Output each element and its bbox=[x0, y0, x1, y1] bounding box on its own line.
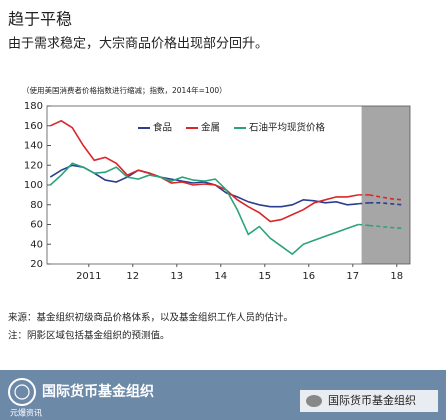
y-tick-label: 80 bbox=[30, 200, 43, 211]
y-tick-label: 40 bbox=[30, 239, 43, 250]
legend-label: 金属 bbox=[201, 122, 220, 134]
plot-frame bbox=[46, 105, 411, 265]
x-tick-label: 12 bbox=[126, 271, 139, 282]
logo bbox=[8, 378, 36, 406]
note: 注：阴影区域包括基金组织的预测值。 bbox=[8, 330, 170, 342]
banner-account: 国际货币基金组织 bbox=[328, 393, 416, 407]
x-tick-label: 16 bbox=[302, 271, 315, 282]
forecast-line bbox=[369, 194, 403, 201]
watermark: 元爆资讯 bbox=[10, 408, 42, 418]
series-line bbox=[49, 162, 359, 256]
forecast-shade bbox=[361, 106, 410, 264]
series-line bbox=[49, 164, 359, 208]
x-tick-label: 18 bbox=[390, 271, 403, 282]
forecast-connector bbox=[358, 201, 370, 205]
forecast-line bbox=[369, 224, 403, 230]
legend-label: 石油平均现货价格 bbox=[249, 122, 326, 134]
y-tick-label: 120 bbox=[24, 160, 43, 171]
y-tick-label: 180 bbox=[24, 101, 43, 112]
x-tick-label: 17 bbox=[346, 271, 359, 282]
source: 来源：基金组织初级商品价格体系，以及基金组织工作人员的估计。 bbox=[8, 312, 293, 324]
y-tick-label: 60 bbox=[30, 220, 43, 231]
wechat-icon bbox=[306, 395, 322, 407]
y-tick-label: 20 bbox=[30, 259, 43, 270]
chart-title: 趋于平稳 bbox=[8, 10, 72, 29]
x-tick-label: 2011 bbox=[76, 271, 101, 282]
x-tick-label: 13 bbox=[170, 271, 183, 282]
y-tick-label: 140 bbox=[24, 141, 43, 152]
axis-note: （使用美国消费者价格指数进行缩减；指数，2014年=100） bbox=[22, 85, 227, 95]
legend-label: 食品 bbox=[153, 122, 172, 134]
chart-subtitle: 由于需求稳定，大宗商品价格出现部分回升。 bbox=[8, 36, 268, 52]
forecast-line bbox=[369, 202, 403, 206]
banner-org: 国际货币基金组织 bbox=[42, 383, 154, 400]
forecast-connector bbox=[358, 223, 370, 227]
account-box bbox=[300, 390, 438, 412]
logo-inner bbox=[14, 384, 30, 400]
y-tick-label: 160 bbox=[24, 121, 43, 132]
x-tick-label: 15 bbox=[258, 271, 271, 282]
y-tick-label: 100 bbox=[24, 180, 43, 191]
x-tick-label: 14 bbox=[214, 271, 227, 282]
series-line bbox=[49, 119, 359, 223]
